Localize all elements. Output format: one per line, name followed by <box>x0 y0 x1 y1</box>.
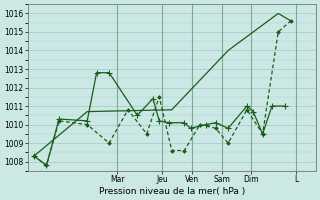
X-axis label: Pression niveau de la mer( hPa ): Pression niveau de la mer( hPa ) <box>99 187 245 196</box>
